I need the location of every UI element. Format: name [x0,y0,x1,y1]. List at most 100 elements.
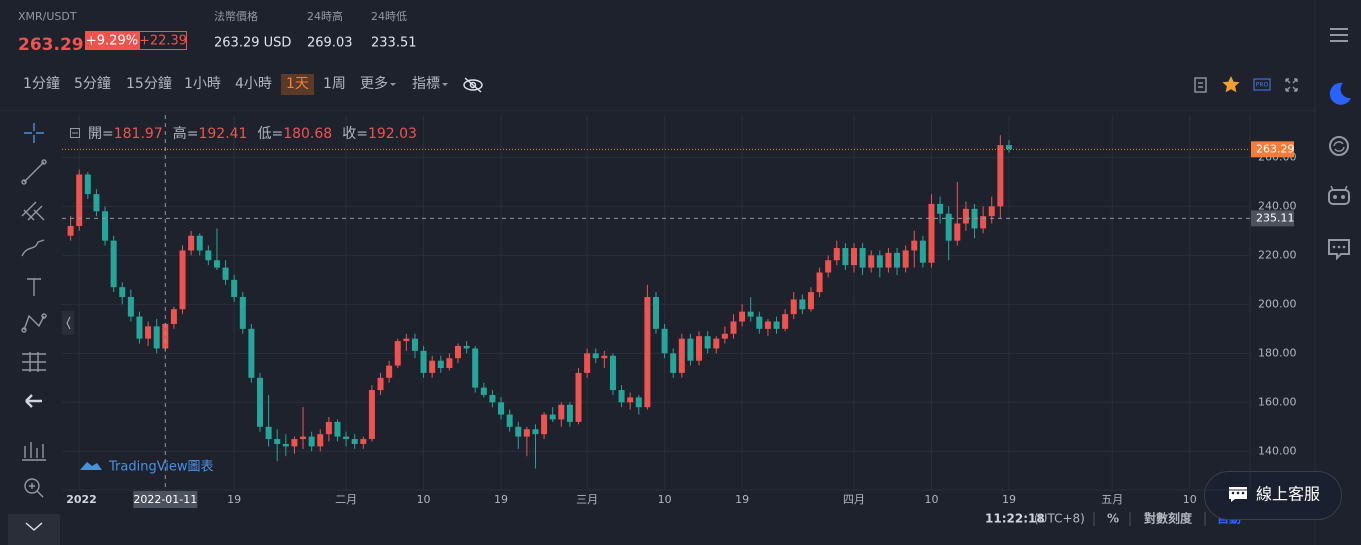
candle-body [265,426,272,440]
timeframe-tab[interactable]: 1分鐘 [23,75,60,92]
candle-body [274,439,281,444]
timeframe-tab[interactable]: 1天 [286,76,309,92]
drawing-tools[interactable] [8,123,60,545]
open-label: 開= [88,126,114,142]
candle-body [455,345,461,359]
log-toggle[interactable]: 對數刻度 [1144,511,1193,526]
indicator-arrow [442,83,448,86]
timeframe-tab[interactable]: 1周 [323,76,346,92]
candle-body [308,436,315,447]
fiat-value: 263.29 USD [214,36,291,51]
y-tick-label: 240.00 [1258,199,1297,212]
low-label: 24時低 [371,10,407,23]
indicator-menu[interactable]: 指標 [412,76,440,92]
candle-body [730,321,737,334]
candle-body [997,145,1004,207]
candle-body [102,211,109,241]
candle-body [343,436,350,440]
x-tick-label: 19 [1002,493,1016,506]
candle-body [618,390,625,403]
candle-body [153,326,160,349]
watermark: TradingView圖表 [108,460,214,475]
more-menu[interactable]: 更多 [360,75,388,92]
chat-button[interactable] [1204,471,1342,520]
timeframe-tab[interactable]: 1小時 [184,76,221,92]
close-label: 收= [342,126,368,142]
candle-body [919,240,926,263]
timeframe-tab[interactable]: 5分鐘 [74,75,111,92]
candle-body [222,267,229,280]
change-pct: +9.29% [86,34,138,49]
last-price-bg [1251,141,1294,158]
x-tick-label: 19 [735,493,749,506]
candle-body [291,439,298,447]
last-price: 263.29 [18,35,84,55]
candle-body [429,360,436,373]
candle-body [523,429,530,437]
low-label: 低= [257,126,283,142]
candle-body [411,338,418,351]
percent-toggle[interactable]: % [1107,512,1119,526]
timeframe-tab[interactable]: 15分鐘 [126,75,172,92]
high-label: 高= [173,125,199,142]
candle-body [902,250,909,268]
candle-body [403,338,410,342]
candle-body [463,345,470,349]
candle-body [592,353,599,359]
candle-body [248,328,255,378]
candle-body [747,311,754,317]
candle-body [541,414,548,435]
active-tab-bg [281,74,314,95]
svg-text:PRO: PRO [1256,82,1269,89]
candle-body [394,341,401,366]
candle-body [205,250,212,261]
candle-body [627,397,634,403]
collapse-handle[interactable] [62,311,74,335]
candle-body [894,252,901,268]
ohlc-legend: 開=181.97 高=192.41 低=180.68 收=192.03 [88,125,417,142]
candle-body [911,240,918,251]
candle-body [609,355,616,391]
y-tick-label: 160.00 [1258,395,1297,408]
crosshair-price: 235.11 [1256,211,1295,224]
candle-body [885,252,892,268]
candle-body [377,377,384,391]
candle-body [119,287,126,297]
candle-body [170,309,177,324]
timeframe-tab[interactable]: 4小時 [235,76,272,92]
candle-body [472,348,479,388]
y-tick-label: 220.00 [1258,248,1297,261]
eye-icon[interactable] [463,77,483,93]
candle-body [687,338,694,361]
change-pct-badge [85,31,139,50]
candle-body [110,240,117,288]
candle-body [368,390,375,440]
candle-body [196,235,203,251]
open-value: 181.97 [114,126,163,142]
candle-body [851,248,857,266]
candle-body [704,336,711,349]
x-tick-label: 19 [494,493,508,506]
candle-body [480,387,487,395]
clock: 11:22:18 [985,512,1045,526]
legend-collapse[interactable] [70,128,80,138]
candle-body [498,402,505,415]
candle-body [257,377,263,427]
crosshair-date-bg [133,491,198,508]
x-tick-label: 五月 [1101,493,1123,506]
candle-body [334,421,341,437]
right-tools[interactable]: PRO [1194,76,1298,93]
candle-body [179,250,186,310]
candle-body [713,338,720,349]
candle-body [859,248,866,268]
candle-body [876,255,883,268]
candle-body [635,397,642,408]
sidebar-icons[interactable] [1328,28,1351,261]
candle-body [446,358,453,369]
candle-body [489,394,496,403]
candle-body [928,203,935,263]
candle-body [239,296,246,329]
crosshair-date: 2022-01-11 [133,493,197,506]
low-value: 180.68 [283,126,332,142]
candle-body [937,203,944,214]
